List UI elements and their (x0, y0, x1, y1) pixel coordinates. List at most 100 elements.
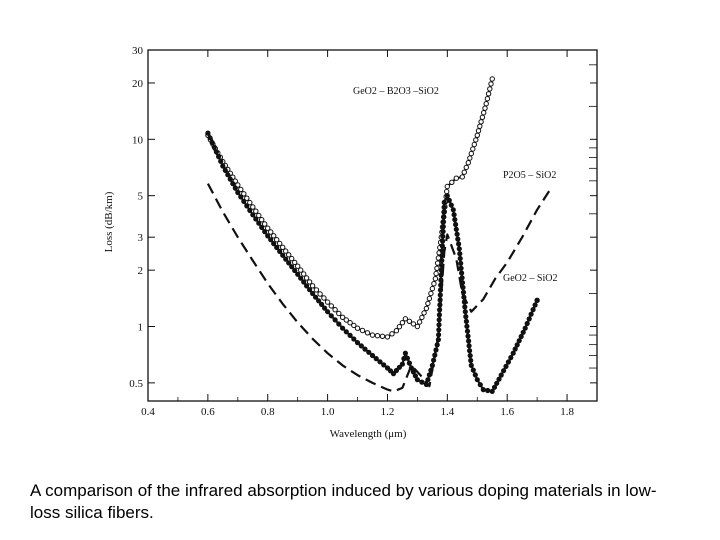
data-point (489, 388, 495, 394)
data-point (414, 323, 421, 330)
data-point (464, 328, 471, 334)
data-point (465, 160, 471, 166)
data-point (437, 292, 443, 298)
data-point (274, 244, 280, 251)
data-point (457, 251, 463, 257)
data-point (216, 154, 222, 160)
y-tick-label: 30 (132, 45, 144, 57)
data-point (289, 264, 295, 270)
data-point (475, 128, 482, 134)
data-point (301, 279, 307, 285)
data-point (419, 314, 425, 321)
data-point (238, 186, 244, 193)
data-point (301, 271, 307, 277)
data-point (377, 359, 383, 365)
data-point (437, 307, 443, 313)
data-point (449, 179, 455, 186)
data-point (364, 330, 371, 336)
data-point (501, 368, 507, 374)
data-point (227, 176, 233, 182)
data-point (485, 387, 491, 394)
data-point (436, 332, 442, 338)
data-point (458, 265, 464, 271)
series-geo2-b2o3-sio2 (205, 76, 495, 340)
data-point (244, 203, 250, 209)
data-point (463, 318, 469, 324)
data-point (441, 199, 447, 205)
data-point (343, 317, 349, 323)
data-point (406, 318, 413, 324)
data-point (235, 189, 241, 196)
data-point (460, 289, 467, 295)
data-point (453, 226, 459, 232)
y-tick-label: 20 (132, 78, 144, 90)
data-point (520, 329, 526, 335)
data-point (439, 243, 445, 249)
y-tick-label: 1 (138, 322, 144, 334)
data-point (244, 195, 250, 201)
data-point (440, 219, 447, 225)
data-point (262, 229, 268, 235)
data-point (481, 110, 487, 116)
data-point (339, 314, 346, 320)
figure-caption: A comparison of the infrared absorption … (30, 481, 657, 522)
data-point (463, 314, 469, 320)
data-point (250, 204, 256, 210)
data-point (250, 212, 256, 218)
data-point (307, 287, 313, 293)
data-point (292, 259, 298, 266)
data-point (265, 225, 271, 231)
data-point (414, 377, 420, 383)
data-point (425, 300, 431, 307)
series-line (206, 183, 554, 393)
data-point (433, 347, 439, 353)
data-point (369, 332, 376, 338)
data-point (324, 299, 331, 305)
data-point (487, 86, 493, 92)
data-point (459, 270, 465, 276)
data-point (286, 260, 292, 266)
data-point (271, 233, 277, 239)
data-point (439, 262, 445, 268)
data-point (503, 363, 509, 369)
data-point (532, 302, 538, 308)
data-point (328, 313, 334, 319)
data-point (262, 221, 268, 227)
data-point (213, 149, 219, 155)
data-point (298, 275, 304, 281)
data-point (472, 372, 478, 378)
data-point (207, 135, 213, 141)
data-point (453, 175, 459, 181)
data-point (304, 283, 310, 289)
data-point (373, 356, 379, 362)
data-point (399, 320, 406, 326)
data-point (484, 96, 491, 102)
data-point (379, 333, 386, 339)
data-point (429, 362, 435, 368)
data-point (238, 194, 244, 200)
data-point (479, 114, 486, 121)
data-point (435, 255, 442, 261)
data-point (265, 233, 271, 239)
x-tick-label: 0.8 (261, 406, 275, 418)
data-point (496, 376, 502, 382)
data-point (477, 123, 483, 130)
data-point (241, 198, 247, 204)
series-line (206, 132, 539, 393)
data-point (468, 150, 474, 157)
data-point (458, 260, 464, 266)
data-point (468, 362, 474, 368)
data-point (389, 331, 395, 337)
data-point (483, 101, 489, 107)
data-point (298, 267, 304, 273)
data-point (306, 279, 313, 285)
axis-ticks: 0.4 0.6 0.8 1.0 1.2 1.4 1.6 1.8 0.5 1 2 3 5 10 20 30 (129, 45, 598, 418)
data-point (268, 237, 274, 243)
data-point (396, 364, 402, 370)
data-point (434, 342, 440, 348)
data-point (480, 387, 486, 393)
data-point (514, 342, 520, 348)
data-point (474, 377, 480, 383)
data-point (419, 379, 425, 385)
data-point (482, 105, 488, 111)
